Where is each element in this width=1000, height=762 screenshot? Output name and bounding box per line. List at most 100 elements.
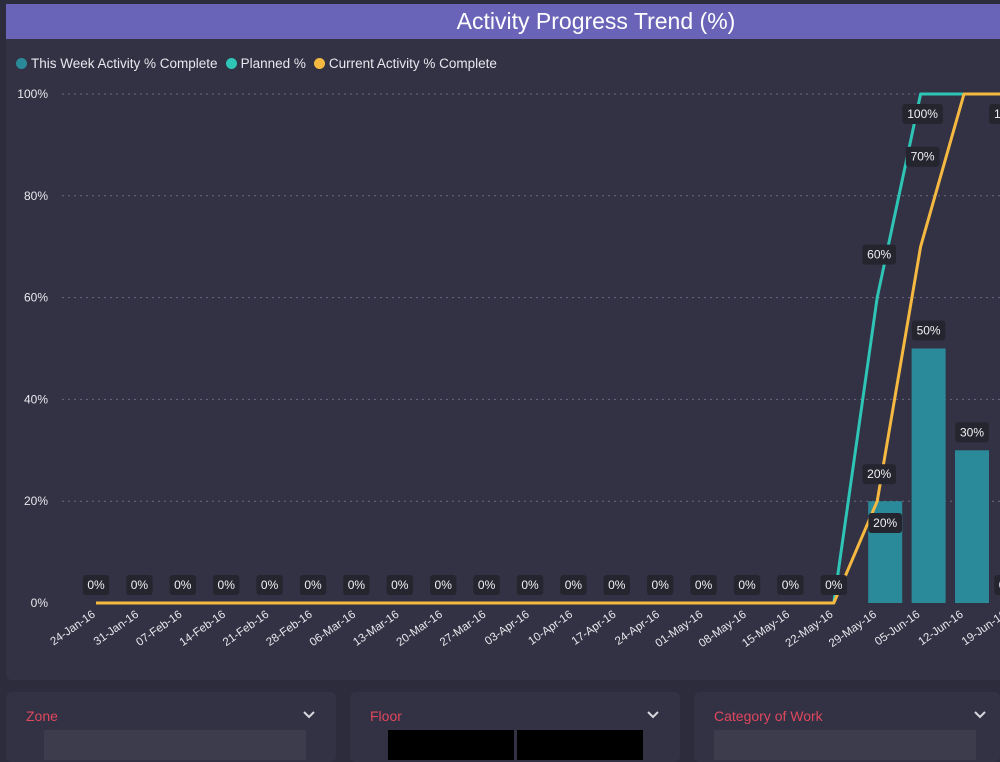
bar-data-label: 20% (873, 516, 897, 530)
y-tick-label: 0% (31, 596, 49, 610)
bar-data-label-bg (777, 575, 804, 595)
chevron-down-icon[interactable] (645, 708, 661, 722)
bar-data-label: 0% (348, 578, 366, 592)
y-tick-label: 100% (17, 87, 48, 101)
floor-filter-label: Floor (370, 708, 402, 724)
bar-data-label-bg (733, 575, 761, 595)
x-tick-label: 31-Jan-16 (92, 609, 141, 649)
legend-dot-icon (16, 57, 27, 69)
bar-data-label-bg (473, 575, 500, 595)
bar-data-label-bg (343, 575, 370, 595)
bar-data-label: 0% (999, 578, 1000, 592)
current-line (96, 92, 1000, 605)
y-tick-label: 20% (24, 494, 48, 508)
x-tick-label: 17-Apr-16 (570, 609, 619, 648)
x-tick-label: 06-Mar-16 (308, 609, 358, 649)
bar-data-label-bg (516, 575, 544, 595)
floor-filter-box-left[interactable] (388, 730, 514, 760)
x-tick-label: 01-May-16 (653, 609, 705, 650)
category-filter-label: Category of Work (714, 708, 823, 724)
current-data-label: 100% (994, 107, 1000, 121)
x-tick-label: 27-Mar-16 (438, 609, 488, 649)
chart-legend: This Week Activity % Complete Planned % … (16, 54, 505, 72)
bar-data-label: 0% (608, 578, 626, 592)
x-tick-label: 20-Mar-16 (395, 609, 445, 649)
zone-filter[interactable]: Zone (6, 692, 336, 762)
activity-progress-chart: 0% 20% 40% 60% 80% 100% 24-Jan-1631-Jan-1607-F… (17, 87, 1000, 650)
x-tick-label: 14-Feb-16 (178, 609, 228, 649)
x-tick-label: 15-May-16 (740, 609, 792, 650)
legend-label: This Week Activity % Complete (31, 55, 218, 71)
x-tick-label: 22-May-16 (784, 609, 836, 650)
category-filter-box[interactable] (714, 730, 976, 760)
bar-data-label: 0% (521, 578, 539, 592)
bar-data-label: 0% (782, 578, 800, 592)
bar-data-label-bg (299, 575, 327, 595)
current-data-label: 20% (867, 467, 891, 481)
bar (911, 348, 946, 603)
bar-data-label-bg (386, 575, 413, 595)
x-tick-label: 05-Jun-16 (873, 609, 922, 649)
chart-panel (6, 4, 1000, 680)
floor-filter[interactable]: Floor (350, 692, 680, 762)
planned-data-label-bg (902, 104, 943, 124)
bar-data-label: 0% (218, 578, 236, 592)
x-tick-label: 28-Feb-16 (264, 609, 314, 649)
y-tick-label: 40% (24, 392, 48, 406)
chevron-down-icon[interactable] (301, 708, 317, 722)
bar-data-label: 0% (738, 578, 756, 592)
x-tick-label: 19-Jun-16 (960, 609, 1000, 649)
bar-data-label: 30% (960, 425, 984, 439)
bar-data-label-bg (647, 575, 674, 595)
x-tick-label: 08-May-16 (697, 609, 749, 650)
bar-data-label-bg (430, 575, 457, 595)
bar-data-label-bg (994, 575, 1000, 595)
x-tick-label: 13-Mar-16 (351, 609, 401, 649)
bar-data-label: 0% (825, 578, 843, 592)
bar-data-label: 0% (565, 578, 583, 592)
x-tick-label: 21-Feb-16 (221, 609, 271, 649)
filter-row: Zone Floor Category of Work (0, 688, 1000, 762)
bar-data-label: 0% (391, 578, 409, 592)
legend-label: Current Activity % Complete (328, 55, 497, 71)
bar-data-label: 0% (87, 578, 105, 592)
bar-data-label: 0% (261, 578, 279, 592)
bar-data-label-bg (256, 575, 283, 595)
planned-data-label: 100% (907, 107, 938, 121)
bar-data-label: 0% (131, 578, 149, 592)
chart-title: Activity Progress Trend (%) (456, 8, 736, 34)
bar-data-label: 0% (435, 578, 453, 592)
bar-data-label-bg (868, 513, 902, 533)
y-tick-label: 60% (24, 291, 48, 305)
bar-data-label: 0% (304, 578, 322, 592)
legend-item-current[interactable]: Current Activity % Complete (313, 55, 497, 71)
y-tick-label: 80% (24, 189, 48, 203)
bar (955, 450, 989, 603)
chevron-down-icon[interactable] (972, 708, 988, 722)
legend-label: Planned % (240, 55, 306, 71)
zone-filter-box[interactable] (44, 730, 306, 760)
category-filter[interactable]: Category of Work (694, 692, 1000, 762)
current-data-label: 70% (911, 150, 935, 164)
planned-line (96, 92, 1000, 605)
x-tick-label: 07-Feb-16 (134, 609, 184, 649)
legend-item-planned[interactable]: Planned % (225, 55, 306, 71)
bar-data-label-bg (955, 422, 989, 443)
legend-dot-icon (313, 57, 325, 69)
x-tick-label: 29-May-16 (827, 609, 879, 650)
title-bar: Activity Progress Trend (%) (6, 4, 1000, 39)
bar-data-label-bg (911, 320, 946, 341)
zone-filter-label: Zone (26, 708, 58, 724)
legend-item-this-week[interactable]: This Week Activity % Complete (16, 56, 218, 71)
bar-data-label: 50% (917, 324, 941, 338)
bar-data-label-bg (169, 575, 196, 595)
planned-data-label-bg (862, 244, 896, 265)
x-tick-label: 24-Jan-16 (48, 609, 97, 649)
planned-data-label: 60% (867, 248, 891, 262)
floor-filter-box-right[interactable] (517, 730, 643, 760)
bar-data-label: 0% (695, 578, 713, 592)
bar-data-label-bg (603, 575, 630, 595)
bar-data-label-bg (820, 575, 847, 595)
bar-data-label-bg (690, 575, 717, 595)
legend-dot-icon (225, 57, 237, 69)
